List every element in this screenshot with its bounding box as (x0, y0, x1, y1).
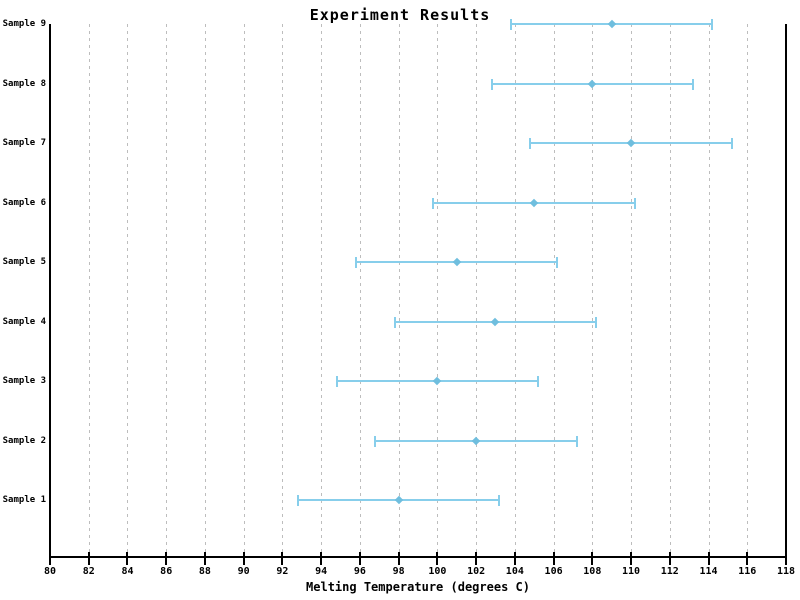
x-tick-label-108: 108 (583, 566, 602, 577)
x-tick-label-94: 94 (315, 566, 328, 577)
y-label-sample-3: Sample 3 (2, 376, 46, 386)
x-tick-label-92: 92 (276, 566, 289, 577)
x-tick-82 (87, 552, 90, 565)
grid-line-x-102 (476, 24, 478, 557)
data-point-marker-sample-7 (626, 138, 636, 148)
x-tick-label-114: 114 (699, 566, 718, 577)
x-tick-label-80: 80 (43, 566, 57, 577)
x-tick-88 (203, 552, 206, 565)
error-bar-cap-right-sample-3 (537, 376, 540, 387)
error-bar-cap-right-sample-6 (633, 197, 636, 209)
y-label-sample-6: Sample 6 (2, 197, 46, 208)
error-bar-cap-left-sample-4 (393, 316, 396, 328)
grid-line-x-92 (282, 24, 284, 557)
x-tick-label-98: 98 (392, 566, 405, 577)
x-tick-94 (320, 552, 323, 565)
data-point-marker-sample-5 (452, 257, 461, 267)
x-tick-112 (668, 552, 671, 565)
x-tick-label-90: 90 (237, 566, 250, 577)
grid-line-x-90 (243, 24, 245, 557)
error-bar-cap-right-sample-1 (498, 495, 501, 506)
grid-line-x-86 (166, 24, 168, 557)
x-tick-label-84: 84 (121, 566, 134, 577)
grid-line-x-98 (398, 24, 400, 557)
grid-line-x-84 (127, 24, 129, 557)
grid-line-x-114 (708, 24, 710, 557)
x-tick-label-102: 102 (467, 566, 486, 577)
error-bar-cap-left-sample-2 (374, 435, 377, 447)
x-tick-90 (242, 552, 245, 565)
x-tick-104 (513, 552, 516, 565)
grid-line-x-96 (359, 24, 361, 557)
x-tick-label-100: 100 (428, 566, 447, 577)
grid-line-x-104 (514, 24, 516, 557)
x-tick-110 (630, 552, 633, 565)
x-tick-106 (552, 552, 555, 565)
y-label-sample-5: Sample 5 (2, 257, 46, 267)
error-bar-cap-left-sample-8 (490, 78, 493, 90)
error-bar-cap-left-sample-6 (432, 197, 435, 209)
y-label-sample-8: Sample 8 (2, 78, 46, 89)
y-label-sample-4: Sample 4 (2, 316, 46, 327)
data-point-marker-sample-6 (529, 198, 539, 207)
grid-line-x-82 (88, 24, 90, 557)
x-tick-92 (281, 552, 284, 565)
error-bar-cap-right-sample-5 (556, 257, 559, 268)
x-tick-label-88: 88 (198, 566, 211, 577)
right-border-line (785, 24, 787, 557)
error-bar-cap-left-sample-3 (335, 376, 338, 387)
grid-line-x-116 (747, 24, 749, 557)
x-tick-label-104: 104 (505, 566, 524, 577)
x-tick-80 (49, 552, 51, 565)
error-bar-cap-right-sample-8 (692, 78, 695, 90)
x-axis-label: Melting Temperature (degrees C) (306, 580, 530, 594)
data-point-marker-sample-3 (433, 376, 442, 386)
x-tick-96 (358, 552, 361, 565)
y-axis-line (49, 24, 51, 557)
x-tick-108 (591, 552, 594, 565)
error-bar-cap-left-sample-9 (509, 19, 512, 30)
data-point-marker-sample-1 (394, 495, 403, 505)
data-point-marker-sample-8 (588, 79, 597, 88)
y-label-sample-1: Sample 1 (2, 495, 46, 505)
x-tick-118 (785, 552, 787, 565)
grid-line-x-88 (204, 24, 206, 557)
x-tick-label-118: 118 (776, 566, 796, 577)
x-tick-label-110: 110 (622, 566, 641, 577)
y-label-sample-9: Sample 9 (2, 19, 46, 29)
x-tick-114 (707, 552, 710, 565)
grid-line-x-112 (669, 24, 671, 557)
x-tick-116 (746, 552, 749, 565)
x-tick-label-86: 86 (160, 566, 173, 577)
x-tick-label-106: 106 (544, 566, 563, 577)
grid-line-x-100 (437, 24, 439, 557)
error-bar-cap-left-sample-5 (355, 257, 358, 268)
error-bar-cap-right-sample-7 (730, 138, 733, 149)
data-point-marker-sample-4 (491, 317, 500, 326)
x-tick-102 (475, 552, 478, 565)
chart-title: Experiment Results (309, 6, 491, 24)
y-label-sample-2: Sample 2 (2, 435, 46, 446)
error-bar-cap-right-sample-2 (575, 435, 578, 447)
error-bar-cap-right-sample-4 (595, 316, 598, 328)
x-tick-label-112: 112 (660, 566, 679, 577)
x-tick-98 (397, 552, 400, 565)
x-tick-label-116: 116 (738, 566, 757, 577)
x-tick-label-96: 96 (353, 566, 366, 577)
error-bar-cap-left-sample-7 (529, 138, 532, 149)
error-bar-cap-left-sample-1 (296, 495, 299, 506)
grid-line-x-94 (321, 24, 323, 557)
y-label-sample-7: Sample 7 (2, 138, 46, 148)
x-tick-100 (436, 552, 439, 565)
grid-line-x-108 (592, 24, 594, 557)
error-bar-cap-right-sample-9 (711, 19, 714, 30)
x-tick-label-82: 82 (82, 566, 95, 577)
x-tick-86 (165, 552, 168, 565)
x-tick-84 (126, 552, 129, 565)
grid-line-x-110 (631, 24, 633, 557)
data-point-marker-sample-2 (471, 436, 481, 445)
x-axis-line (49, 556, 787, 558)
grid-line-x-106 (553, 24, 555, 557)
